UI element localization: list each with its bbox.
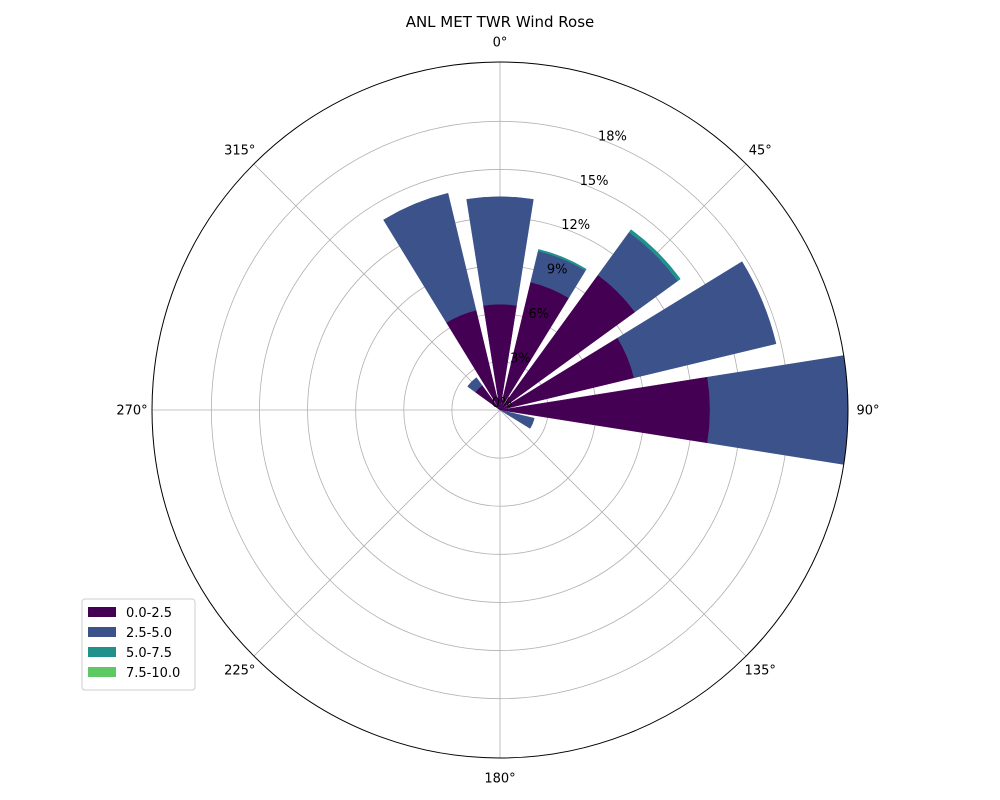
legend-label-1: 2.5-5.0 — [126, 626, 172, 641]
legend-label-0: 0.0-2.5 — [126, 606, 172, 621]
angular-tick-label-6: 270° — [116, 404, 147, 419]
bar-dir-3-series-1 — [617, 261, 777, 379]
polar-frame — [151, 61, 849, 759]
angular-tick-labels: 0° 45° 90° 135° 180° 225° 270° 315° — [116, 36, 879, 787]
angular-gridline-7 — [253, 163, 501, 411]
angular-tick-label-7: 315° — [224, 143, 255, 158]
bar-dir-1-series-2 — [537, 249, 587, 271]
bar-dir-14-series-1 — [467, 377, 483, 393]
wind-bars — [383, 192, 849, 465]
legend-swatch-3 — [88, 667, 116, 677]
angular-tick-label-1: 45° — [749, 143, 772, 158]
radial-tick-label-3: 9% — [547, 263, 568, 278]
radial-tick-label-5: 15% — [580, 174, 609, 189]
radial-tick-label-6: 18% — [598, 129, 627, 144]
angular-tick-label-2: 90° — [856, 404, 879, 419]
radial-tick-labels: 0% 3% 6% 9% 12% 15% 18% — [492, 129, 627, 411]
legend-swatch-2 — [88, 647, 116, 657]
angular-tick-label-3: 135° — [745, 664, 776, 679]
angular-tick-label-5: 225° — [224, 664, 255, 679]
chart-title: ANL MET TWR Wind Rose — [406, 13, 595, 31]
radial-tick-label-1: 3% — [510, 352, 531, 367]
radial-tick-label-0: 0% — [492, 396, 513, 411]
bar-dir-5-series-1 — [499, 409, 535, 429]
bar-dir-0-series-1 — [466, 196, 534, 306]
angular-gridline-5 — [253, 409, 501, 657]
angular-tick-label-0: 0° — [493, 36, 508, 51]
radial-tick-label-4: 12% — [561, 218, 590, 233]
legend-label-2: 5.0-7.5 — [126, 646, 172, 661]
legend-label-3: 7.5-10.0 — [126, 666, 180, 681]
legend-swatch-1 — [88, 627, 116, 637]
angular-gridline-3 — [499, 409, 747, 657]
legend-swatch-0 — [88, 607, 116, 617]
legend: 0.0-2.5 2.5-5.0 5.0-7.5 7.5-10.0 — [81, 598, 196, 691]
angular-tick-label-4: 180° — [484, 772, 515, 787]
bar-dir-4-series-1 — [707, 355, 849, 465]
bar-dir-2-series-2 — [628, 229, 681, 282]
radial-tick-label-2: 6% — [529, 307, 550, 322]
bar-dir-15-series-1 — [383, 192, 477, 323]
